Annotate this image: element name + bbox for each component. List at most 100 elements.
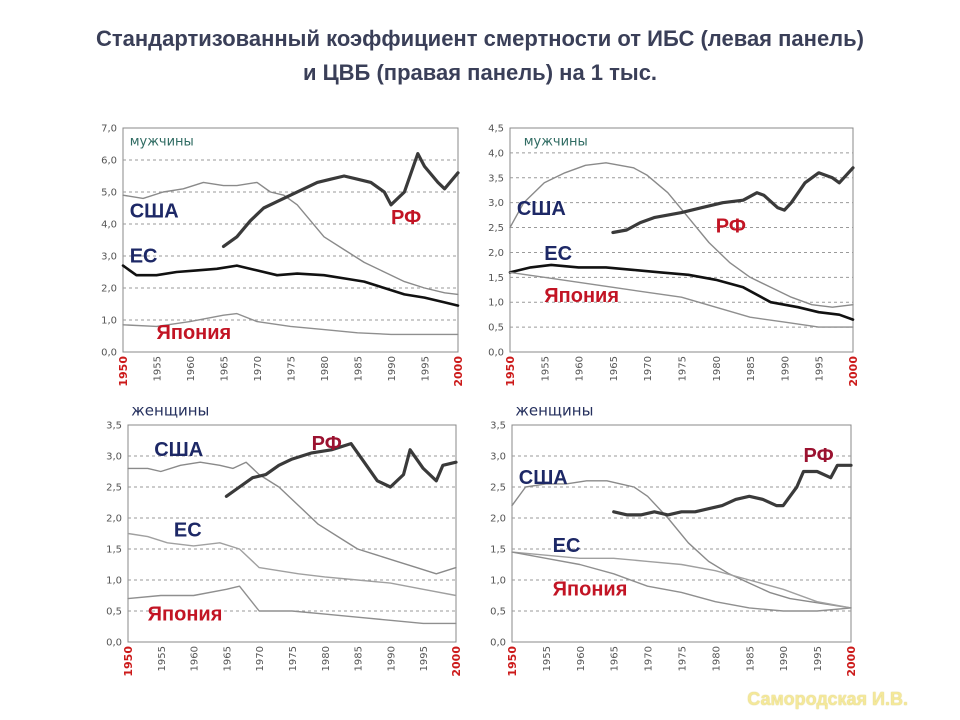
x-tick-label: 1950: [122, 646, 135, 677]
x-tick-label: 1995: [421, 356, 432, 381]
y-tick-label: 2,0: [106, 514, 122, 525]
y-tick-label: 4,0: [101, 220, 117, 231]
x-tick-label: 1970: [255, 646, 266, 671]
x-tick-label: 1955: [540, 356, 551, 381]
series-line-usa: [127, 461, 457, 575]
series-line-japan: [509, 271, 854, 328]
y-tick-label: 0,0: [106, 638, 122, 649]
series-label: РФ: [716, 216, 746, 238]
series-line-rf: [612, 463, 853, 517]
x-tick-label: 1995: [813, 646, 824, 671]
x-tick-label: 2000: [452, 356, 465, 387]
series-line-japan: [122, 312, 459, 336]
y-tick-label: 0,0: [490, 638, 506, 649]
x-tick-label: 2000: [847, 356, 860, 387]
x-tick-label: 1950: [117, 356, 130, 387]
x-tick-label: 1980: [712, 356, 723, 381]
plot-frame: [509, 127, 854, 353]
series-line-usa: [509, 162, 854, 308]
x-tick-label: 1980: [320, 356, 331, 381]
x-tick-label: 1975: [287, 356, 298, 381]
x-tick-label: 1960: [190, 646, 201, 671]
series-label: США: [130, 201, 179, 223]
x-tick-label: 1980: [711, 646, 722, 671]
y-tick-label: 1,0: [101, 316, 117, 327]
x-tick-label: 1965: [222, 646, 233, 671]
y-tick-label: 5,0: [101, 188, 117, 199]
x-tick-label: 1990: [780, 356, 791, 381]
series-label: ЕС: [553, 535, 581, 557]
panel-cvd-women: 0,0 0,5 1,0 1,5 2,0 2,5 3,0 3,5 1950 1955 1960 1965…: [490, 402, 858, 677]
y-tick-label: 2,5: [490, 483, 506, 494]
x-tick-label: 1960: [186, 356, 197, 381]
y-tick-label: 0,5: [488, 323, 504, 334]
y-tick-label: 3,0: [488, 198, 504, 209]
series-line-eu_men: [121, 264, 460, 307]
series-label: мужчины: [130, 135, 194, 150]
x-tick-label: 1970: [643, 356, 654, 381]
series-line-eu: [127, 532, 457, 597]
x-tick-label: 1985: [745, 646, 756, 671]
series-label: США: [519, 467, 568, 489]
title-line-2: и ЦВБ (правая панель) на 1 тыс.: [302, 60, 658, 85]
series-label: Япония: [148, 603, 223, 625]
panel-ihd-men: 0,0 1,0 2,0 3,0 4,0 5,0 6,0 7,0 1950 1955 1960 1965…: [101, 124, 465, 387]
x-tick-label: 1955: [153, 356, 164, 381]
series-line-rf: [221, 151, 460, 249]
x-tick-label: 1955: [542, 646, 553, 671]
x-tick-label: 1955: [157, 646, 168, 671]
series-label: Япония: [157, 322, 232, 344]
x-tick-label: 2000: [450, 646, 463, 677]
series-line-eu: [511, 551, 852, 609]
x-tick-label: 1990: [779, 646, 790, 671]
plot-frame: [511, 424, 852, 643]
series-line-japan: [127, 585, 457, 625]
panel-cvd-men: 0,0 0,5 1,0 1,5 2,0 2,5 3,0 3,5 4,0 4,5 1950 1955 19…: [488, 124, 860, 387]
y-tick-label: 6,0: [101, 156, 117, 167]
x-tick-label: 1960: [575, 356, 586, 381]
y-tick-label: 3,0: [101, 252, 117, 263]
y-tick-label: 0,0: [101, 348, 117, 359]
x-tick-label: 1995: [419, 646, 430, 671]
x-tick-label: 1975: [678, 646, 689, 671]
y-tick-label: 7,0: [101, 124, 117, 135]
series-label: РФ: [804, 445, 834, 467]
y-tick-label: 3,5: [490, 421, 506, 432]
y-tick-label: 1,0: [106, 576, 122, 587]
x-tick-label: 1985: [354, 356, 365, 381]
x-tick-label: 1995: [815, 356, 826, 381]
series-label: ЕС: [174, 520, 202, 542]
y-tick-label: 3,5: [488, 173, 504, 184]
x-tick-label: 1985: [746, 356, 757, 381]
y-tick-label: 1,5: [490, 545, 506, 556]
x-tick-label: 1965: [220, 356, 231, 381]
x-tick-label: 1965: [609, 356, 620, 381]
series-line-japan: [511, 551, 852, 612]
x-tick-label: 1985: [354, 646, 365, 671]
y-tick-label: 2,5: [106, 483, 122, 494]
x-tick-label: 1970: [253, 356, 264, 381]
x-tick-label: 1960: [576, 646, 587, 671]
y-tick-label: 0,5: [106, 607, 122, 618]
series-label: ЕС: [130, 245, 158, 267]
x-tick-label: 1975: [288, 646, 299, 671]
series-label: женщины: [515, 402, 593, 420]
series-label: РФ: [391, 207, 421, 229]
x-tick-label: 1990: [387, 356, 398, 381]
y-tick-label: 2,0: [101, 284, 117, 295]
series-label: женщины: [131, 402, 209, 420]
x-tick-label: 1965: [610, 646, 621, 671]
title-line-1: Стандартизованный коэффициент смертности…: [95, 26, 865, 51]
plot-frame: [122, 127, 459, 353]
y-tick-label: 3,5: [106, 421, 122, 432]
series-label: США: [154, 439, 203, 461]
chart-title: Стандартизованный коэффициент смертности…: [0, 22, 960, 90]
panel-ihd-women: 0,0 0,5 1,0 1,5 2,0 2,5 3,0 3,5 1950 1955 1960 1965…: [106, 402, 463, 677]
x-tick-label: 1970: [644, 646, 655, 671]
y-tick-label: 1,0: [488, 298, 504, 309]
y-tick-label: 1,0: [490, 576, 506, 587]
y-tick-label: 3,0: [106, 452, 122, 463]
series-label: мужчины: [524, 134, 588, 149]
x-tick-label: 1975: [678, 356, 689, 381]
x-tick-label: 2000: [845, 646, 858, 677]
